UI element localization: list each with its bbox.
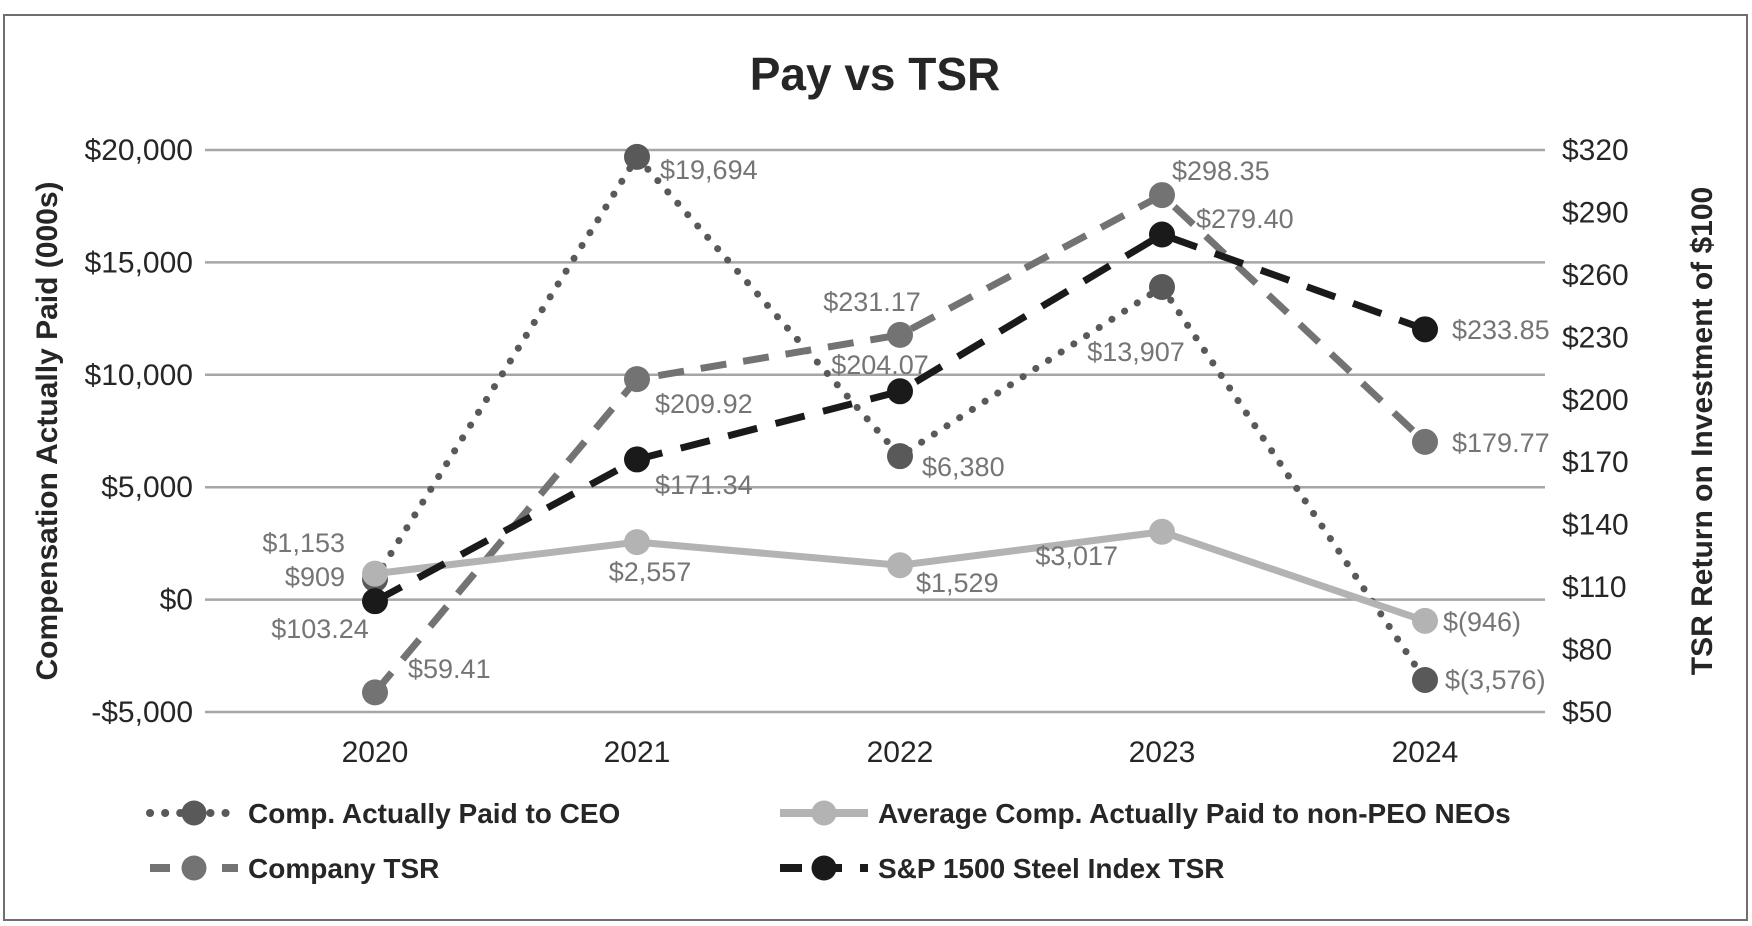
- right-axis-tick-label: $80: [1562, 634, 1612, 667]
- left-axis-tick-label: $5,000: [101, 471, 193, 504]
- legend-item: S&P 1500 Steel Index TSR: [780, 853, 1225, 884]
- data-point-marker: [1149, 273, 1175, 300]
- data-point-marker: [887, 443, 913, 470]
- legend-marker-dot: [181, 855, 207, 881]
- data-label: $171.34: [655, 470, 753, 500]
- data-point-marker: [362, 588, 388, 615]
- chart-title: Pay vs TSR: [750, 48, 1001, 100]
- data-point-marker: [1412, 316, 1438, 343]
- data-label: $2,557: [609, 557, 692, 587]
- data-label: $204.07: [831, 350, 929, 380]
- data-label: $3,017: [1035, 541, 1118, 571]
- legend-marker-dot: [811, 855, 837, 881]
- right-axis-tick-label: $290: [1562, 196, 1629, 229]
- data-label: $19,694: [660, 155, 758, 185]
- legend-marker-dot: [811, 800, 837, 826]
- data-label: $1,529: [916, 568, 999, 598]
- data-point-marker: [624, 529, 650, 556]
- data-point-marker: [1149, 518, 1175, 545]
- data-label: $13,907: [1087, 337, 1185, 367]
- data-point-marker: [887, 378, 913, 405]
- data-label: $179.77: [1452, 428, 1550, 458]
- legend-item: Company TSR: [150, 853, 439, 884]
- right-axis-tick-label: $50: [1562, 696, 1612, 729]
- legend-label: Average Comp. Actually Paid to non-PEO N…: [878, 798, 1511, 829]
- data-point-marker: [1412, 428, 1438, 455]
- data-label: $59.41: [408, 654, 491, 684]
- data-label: $233.85: [1452, 315, 1550, 345]
- data-label: $231.17: [823, 287, 921, 317]
- data-point-marker: [887, 552, 913, 579]
- left-axis-tick-label: $10,000: [85, 359, 193, 392]
- data-label: $279.40: [1196, 204, 1294, 234]
- x-axis-tick-label: 2020: [342, 736, 409, 769]
- data-point-marker: [887, 321, 913, 348]
- data-label: $(3,576): [1445, 665, 1546, 695]
- data-point-marker: [1149, 182, 1175, 209]
- series-line: [373, 230, 1427, 605]
- right-axis-tick-label: $140: [1562, 509, 1629, 542]
- left-axis-tick-labels: $20,000 $15,000 $10,000 $5,000 $0 -$5,000: [85, 134, 193, 729]
- data-label: $(946): [1443, 607, 1521, 637]
- series-line: [371, 151, 1429, 684]
- left-axis-tick-label: $0: [160, 584, 193, 617]
- data-point-marker: [362, 679, 388, 706]
- x-axis-tick-labels: 2020 2021 2022 2023 2024: [342, 736, 1459, 769]
- legend-item: Average Comp. Actually Paid to non-PEO N…: [780, 798, 1511, 829]
- right-axis-tick-label: $320: [1562, 134, 1629, 167]
- data-label: $103.24: [271, 614, 369, 644]
- right-axis-tick-label: $260: [1562, 259, 1629, 292]
- data-point-marker: [1412, 666, 1438, 693]
- gridlines: [205, 148, 1545, 714]
- right-axis-tick-label: $110: [1562, 571, 1627, 604]
- data-label: $298.35: [1172, 156, 1270, 186]
- right-axis-tick-label: $170: [1562, 446, 1629, 479]
- data-point-marker: [1149, 221, 1175, 248]
- legend-item: Comp. Actually Paid to CEO: [146, 798, 620, 829]
- data-point-marker: [362, 560, 388, 587]
- legend-label: S&P 1500 Steel Index TSR: [878, 853, 1225, 884]
- legend-marker-dot: [181, 800, 207, 826]
- data-label-layer: $909 $19,694 $6,380 $13,907 $(3,576) $1,153 $2…: [262, 155, 1549, 695]
- legend-label: Comp. Actually Paid to CEO: [248, 798, 620, 829]
- data-point-marker: [1412, 607, 1438, 634]
- series-layer: [362, 143, 1438, 706]
- data-point-marker: [624, 366, 650, 393]
- legend: Comp. Actually Paid to CEO Average Comp. …: [146, 798, 1511, 884]
- x-axis-tick-label: 2023: [1129, 736, 1196, 769]
- series-line: [372, 190, 1428, 695]
- series-neo-comp: [362, 518, 1438, 634]
- x-axis-tick-label: 2022: [867, 736, 934, 769]
- data-label: $209.92: [655, 389, 753, 419]
- left-axis-tick-label: -$5,000: [91, 696, 193, 729]
- data-label: $1,153: [262, 528, 345, 558]
- right-axis-tick-labels: $320 $290 $260 $230 $200 $170 $140 $110 $80 $50: [1562, 134, 1629, 729]
- data-point-marker: [624, 143, 650, 170]
- x-axis-tick-label: 2021: [604, 736, 671, 769]
- figure-border: [3, 14, 1748, 921]
- data-point-marker: [624, 446, 650, 473]
- right-axis-title: TSR Return on Investment of $100: [1686, 187, 1719, 675]
- x-axis-tick-label: 2024: [1392, 736, 1459, 769]
- left-axis-tick-label: $15,000: [85, 246, 193, 279]
- series-sp1500-steel-tsr: [362, 221, 1438, 615]
- data-label: $6,380: [922, 452, 1005, 482]
- right-axis-tick-label: $230: [1562, 321, 1629, 354]
- legend-label: Company TSR: [248, 853, 439, 884]
- left-axis-title: Compensation Actually Paid (000s): [31, 181, 64, 680]
- data-label: $909: [285, 562, 345, 592]
- series-company-tsr: [362, 182, 1438, 706]
- right-axis-tick-label: $200: [1562, 384, 1629, 417]
- left-axis-tick-label: $20,000: [85, 134, 193, 167]
